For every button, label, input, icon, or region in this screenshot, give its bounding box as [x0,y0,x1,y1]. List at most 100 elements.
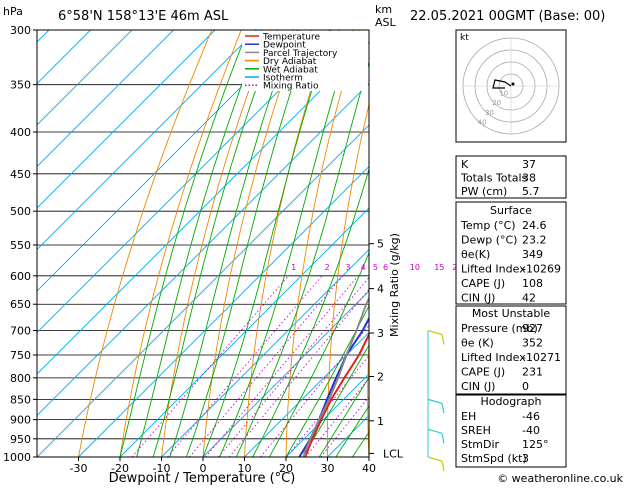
y-tick-label: 1000 [3,451,31,464]
table-row-label: θe (K) [461,337,494,350]
wind-barb-flag [442,461,444,471]
table-row-value: 108 [522,277,543,290]
x-tick-label: 40 [362,462,376,475]
table-row-label: K [461,158,469,171]
y-tick-label: 650 [10,298,31,311]
dry-adiabat [585,30,618,457]
x-tick-label: 30 [321,462,335,475]
copyright-text: © weatheronline.co.uk [497,472,623,485]
mixing-ratio-axis-label: Mixing Ratio (g/kg) [388,233,401,337]
wind-barbs [428,331,444,471]
y-tick-label: 900 [10,414,31,427]
table-row-label: StmDir [461,438,500,451]
most-unstable-title: Most Unstable [472,307,551,320]
hodograph-ring-label: 40 [478,118,487,126]
table-row-label: θe(K) [461,248,490,261]
table-row-value: 23.2 [522,234,547,247]
table-row-label: Totals Totals [460,172,528,185]
location-title: 6°58'N 158°13'E 46m ASL [58,9,229,24]
km-tick-label: 3 [377,327,384,340]
dry-adiabat [618,30,629,457]
table-row-label: CIN (J) [461,380,495,393]
km-unit-label: km [375,3,392,16]
mixing-ratio-tick-label: 3 [345,263,350,272]
table-row-value: 42 [522,292,536,305]
table-row-value: 3 [522,452,529,465]
mixing-ratio-tick-label: 1 [291,263,296,272]
mixing-ratio-tick-label: 4 [361,263,366,272]
table-row-value: -10269 [522,263,561,276]
x-axis-label: Dewpoint / Temperature (°C) [109,471,296,486]
hodograph-ring-label: 20 [492,99,501,107]
y-tick-label: 950 [10,433,31,446]
y-tick-label: 700 [10,325,31,338]
table-row-value: -46 [522,410,540,423]
table-row-value: 24.6 [522,219,547,232]
datetime-title: 22.05.2021 00GMT (Base: 00) [410,9,605,24]
x-tick-label: -30 [70,462,88,475]
dry-adiabat [407,30,448,457]
table-row-value: 38 [522,172,536,185]
table-row-label: Lifted Index [461,263,526,276]
table-row-label: StmSpd (kt) [461,452,527,465]
lcl-label: LCL [383,447,404,460]
wind-barb-flag [442,403,444,413]
mixing-ratio-tick-label: 5 [373,263,378,272]
table-row-value: 5.7 [522,185,540,198]
table-row-label: Lifted Index [461,351,526,364]
table-row-label: EH [461,410,476,423]
y-tick-label: 550 [10,239,31,252]
hodograph-ring-label: 30 [485,109,494,117]
mixing-ratio-tick-label: 15 [434,263,444,272]
table-row-value: 37 [522,158,536,171]
y-tick-label: 750 [10,349,31,362]
table-row-value: 349 [522,248,543,261]
y-tick-label: 500 [10,205,31,218]
y-tick-label: 850 [10,393,31,406]
table-row-value: 231 [522,366,543,379]
table-row-value: 352 [522,337,543,350]
mixing-ratio-tick-label: 10 [410,263,420,272]
wind-barb-staff [428,331,442,335]
km-tick-label: 2 [377,371,384,384]
table-row-value: 0 [522,380,529,393]
table-row-label: CAPE (J) [461,366,505,379]
hodograph-ring-label: 10 [499,90,508,98]
mixing-ratio-tick-label: 2 [325,263,330,272]
table-row-label: CAPE (J) [461,277,505,290]
y-tick-label: 400 [10,126,31,139]
hodograph-unit-label: kt [460,33,469,43]
table-row-label: CIN (J) [461,292,495,305]
legend-entry-label: Mixing Ratio [263,82,319,92]
y-tick-label: 800 [10,372,31,385]
wind-barb-staff [428,429,442,433]
hodograph-storm-motion [512,83,515,86]
y-tick-label: 300 [10,24,31,37]
y-tick-label: 450 [10,168,31,181]
table-row-value: 927 [522,322,543,335]
table-row-label: SREH [461,424,491,437]
table-row-label: Temp (°C) [460,219,516,232]
km-tick-label: 5 [377,238,384,251]
wind-barb-staff [428,399,442,403]
wind-barb-flag [442,433,444,443]
pressure-axis: 300 350 400 450 500 550 600 650 700 750 800 850 900 9… [3,24,37,464]
hodograph-stats-title: Hodograph [481,395,542,408]
table-row-value: -10271 [522,351,561,364]
table-row-label: PW (cm) [461,185,507,198]
table-row-label: Dewp (°C) [461,234,517,247]
asl-unit-label: ASL [375,16,397,29]
table-row-value: 125° [522,438,549,451]
y-tick-label: 350 [10,79,31,92]
wind-barb-staff [428,457,442,461]
km-tick-label: 1 [377,415,384,428]
table-row-value: -40 [522,424,540,437]
wind-barb-flag [442,335,444,345]
surface-title: Surface [490,204,532,217]
y-tick-label: 600 [10,270,31,283]
